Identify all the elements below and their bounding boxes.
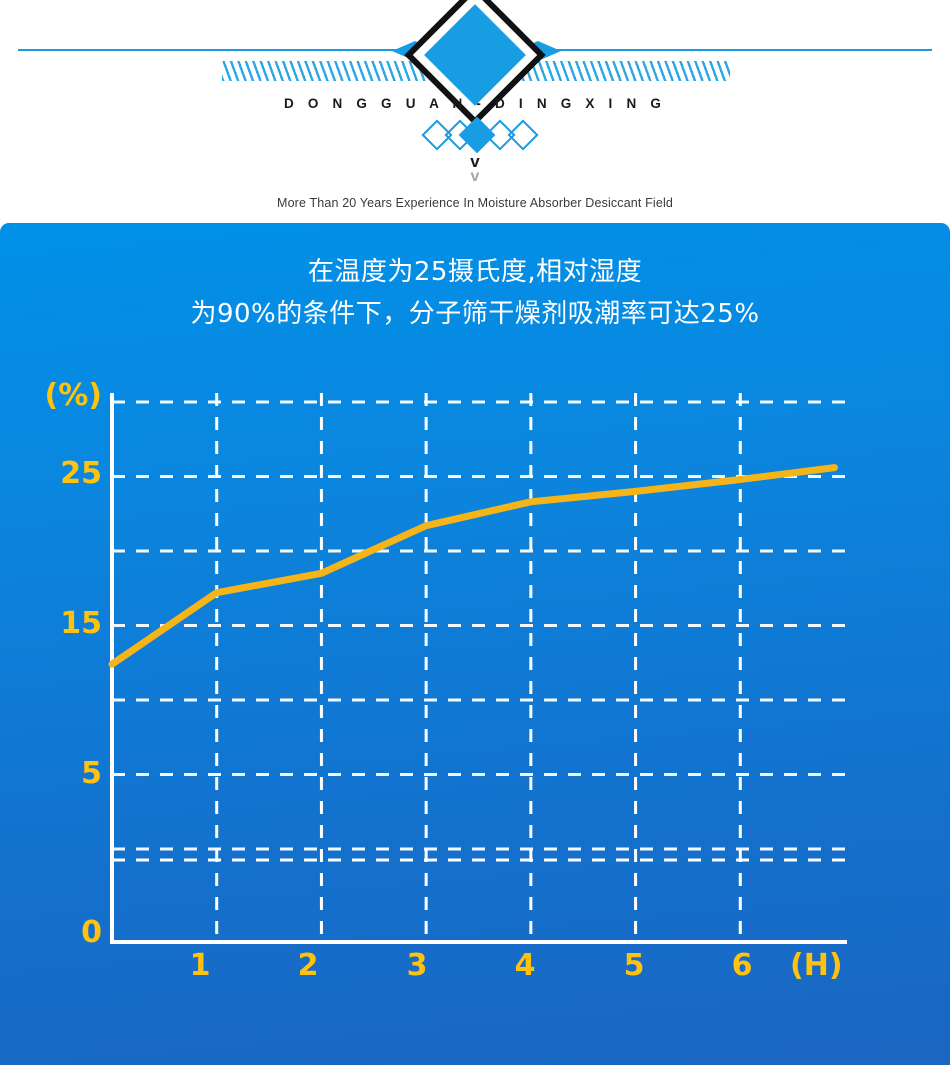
x-tick-4: 4 <box>514 948 536 983</box>
y-axis-unit-label: (%) <box>44 378 102 413</box>
axis-line <box>110 393 847 944</box>
chevron-down-light-icon: v <box>470 168 480 185</box>
data-series-line <box>108 464 838 668</box>
diamond-logo-icon <box>404 0 546 126</box>
chart-title-line-1: 在温度为25摄氏度,相对湿度 <box>307 257 643 287</box>
line-chart-svg <box>108 393 847 944</box>
divider-diamond-5-icon <box>507 119 539 151</box>
vertical-gridlines <box>215 393 742 942</box>
chevron-down-dark-icon: v <box>470 152 480 171</box>
page-header: D O N G G U A N - D I N G X I N G v v Mo… <box>0 0 950 223</box>
x-tick-5: 5 <box>623 948 645 983</box>
brand-name: D O N G G U A N - D I N G X I N G <box>283 96 667 111</box>
chart-panel: 在温度为25摄氏度,相对湿度 为90%的条件下，分子筛干燥剂吸潮率可达25% (… <box>0 223 950 1065</box>
diamond-divider-row <box>0 116 950 154</box>
x-tick-2: 2 <box>297 948 319 983</box>
y-tick-5: 5 <box>81 756 102 791</box>
horizontal-gridlines <box>112 400 845 862</box>
chart-title-line-2: 为90%的条件下，分子筛干燥剂吸潮率可达25% <box>190 299 760 329</box>
hatch-pattern-left <box>222 61 437 81</box>
header-rule-right <box>542 49 932 51</box>
header-tagline: More Than 20 Years Experience In Moistur… <box>277 196 673 210</box>
chart-title: 在温度为25摄氏度,相对湿度 为90%的条件下，分子筛干燥剂吸潮率可达25% <box>0 251 950 335</box>
y-tick-25: 25 <box>60 456 102 491</box>
y-tick-15: 15 <box>60 606 102 641</box>
x-tick-1: 1 <box>189 948 211 983</box>
x-tick-3: 3 <box>406 948 428 983</box>
y-tick-0: 0 <box>81 915 102 950</box>
chart-axes <box>110 393 847 944</box>
x-axis-unit-label: (H) <box>790 948 843 983</box>
x-tick-6: 6 <box>731 948 753 983</box>
header-rule-left <box>18 49 408 51</box>
hatch-pattern-right <box>515 61 730 81</box>
